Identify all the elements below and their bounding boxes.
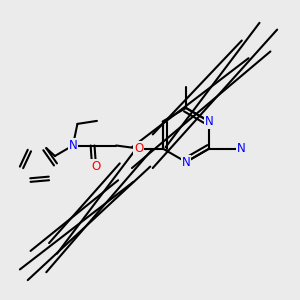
Text: N: N [182, 155, 190, 169]
Text: N: N [68, 139, 77, 152]
Text: O: O [92, 160, 100, 173]
Text: N: N [205, 115, 214, 128]
Text: N: N [236, 142, 245, 155]
Text: O: O [134, 142, 143, 155]
